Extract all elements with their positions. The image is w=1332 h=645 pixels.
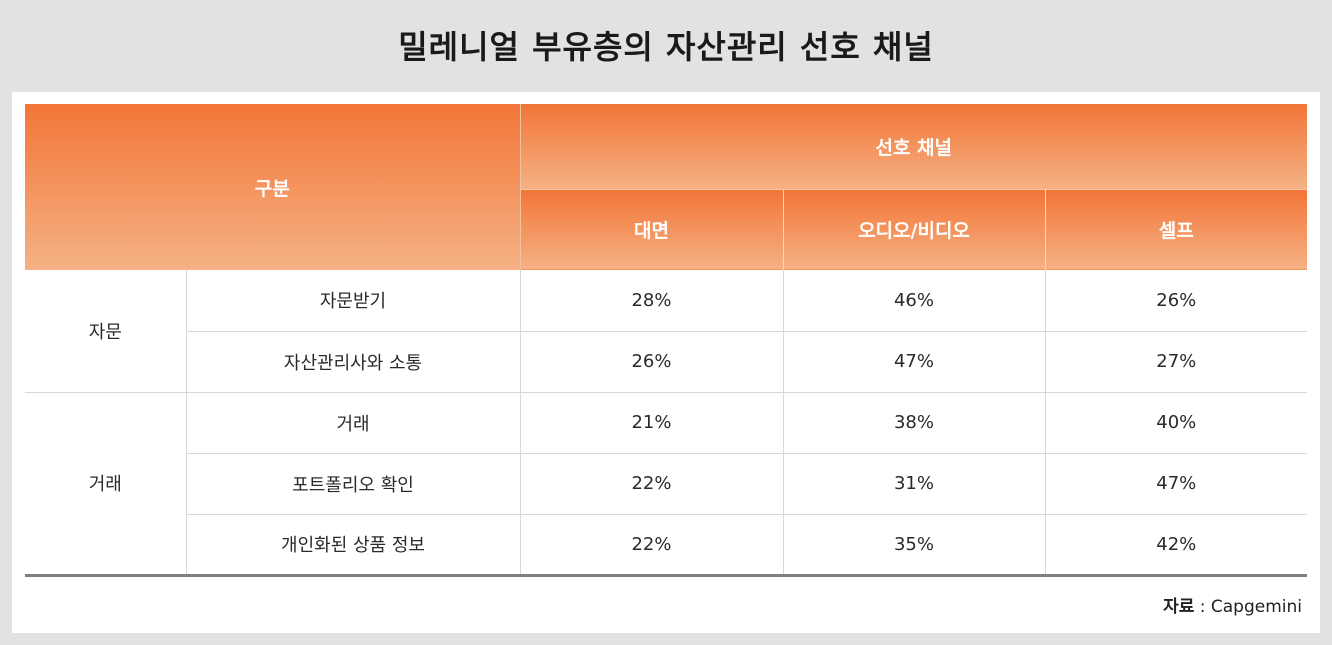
row-item-label: 포트폴리오 확인 [185,453,520,515]
value-cell: 40% [1044,392,1308,454]
preference-table: 구분 선호 채널 대면 오디오/비디오 셀프 자문 자문받기 28% 46% 2… [25,104,1308,577]
source-label: 자료 [1163,597,1195,617]
value-cell: 26% [519,331,783,393]
table-row: 거래 거래 21% 38% 40% [25,392,1308,577]
row-item-label: 거래 [185,392,520,454]
header-preferred-channel: 선호 채널 [520,104,1308,189]
row-item-label: 자문받기 [185,270,520,332]
value-cell: 26% [1044,270,1308,332]
value-cell: 35% [782,514,1045,577]
row-item-label: 자산관리사와 소통 [185,331,520,393]
value-cell: 31% [782,453,1045,515]
value-cell: 27% [1044,331,1308,393]
group-label-advice: 자문 [25,270,186,393]
table-panel: 구분 선호 채널 대면 오디오/비디오 셀프 자문 자문받기 28% 46% 2… [12,92,1320,633]
row-item-label: 개인화된 상품 정보 [185,514,520,577]
source-note: 자료 : Capgemini [1163,592,1302,617]
group-label-trading: 거래 [25,392,186,577]
header-channel-face-to-face: 대면 [520,188,783,270]
table-row: 개인화된 상품 정보 22% 35% 42% [25,514,1308,577]
value-cell: 22% [519,514,783,577]
value-cell: 46% [782,270,1045,332]
header-category: 구분 [25,104,521,270]
value-cell: 28% [519,270,783,332]
table-row: 자문 자문받기 28% 46% 26% [25,270,1308,393]
value-cell: 21% [519,392,783,454]
value-cell: 22% [519,453,783,515]
table-row: 포트폴리오 확인 22% 31% 47% [25,453,1308,515]
header-channel-self: 셀프 [1044,188,1308,270]
table-row: 자산관리사와 소통 26% 47% 27% [25,331,1308,393]
value-cell: 47% [1044,453,1308,515]
value-cell: 38% [782,392,1045,454]
page-title: 밀레니얼 부유층의 자산관리 선호 채널 [398,28,934,66]
source-name: Capgemini [1210,597,1302,617]
header-channel-audio-video: 오디오/비디오 [782,188,1045,270]
value-cell: 42% [1044,514,1308,577]
value-cell: 47% [782,331,1045,393]
source-separator: : [1194,597,1211,617]
